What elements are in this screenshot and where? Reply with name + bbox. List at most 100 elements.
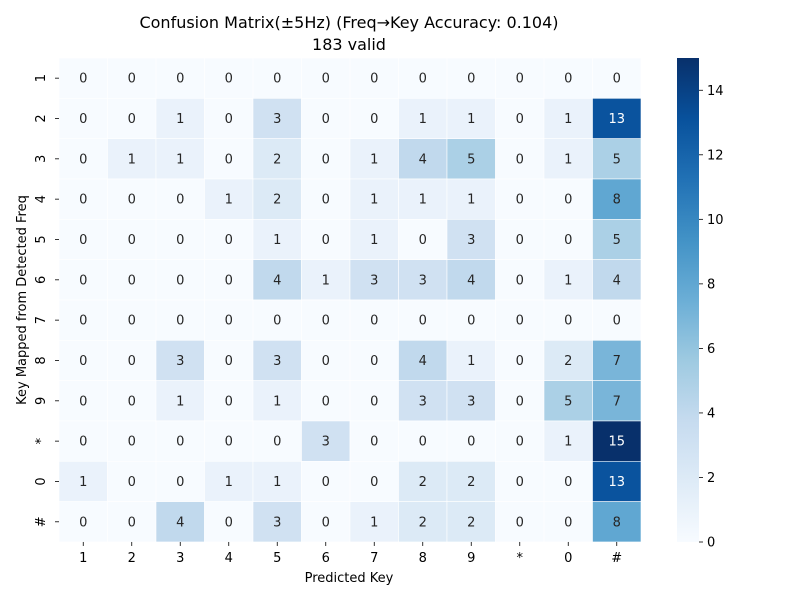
cell-value-label: 2 (419, 475, 427, 490)
heatmap-cell (543, 501, 593, 543)
cell-value-label: 0 (370, 475, 378, 490)
cell-value-label: 0 (516, 72, 524, 87)
heatmap-cell (58, 57, 108, 99)
cell-value-label: 1 (273, 394, 281, 409)
x-tick-label: 7 (370, 551, 378, 566)
cell-value-label: 0 (225, 314, 233, 329)
cell-value-label: 0 (564, 515, 572, 530)
x-tick-label: 4 (225, 551, 233, 566)
heatmap-cell (543, 299, 593, 341)
heatmap-cell (592, 259, 642, 301)
cell-value-label: 13 (608, 112, 625, 127)
chart-subtitle: 183 valid (312, 35, 386, 54)
cell-value-label: 1 (128, 152, 136, 167)
cell-value-label: 13 (608, 475, 625, 490)
cell-value-label: 0 (225, 394, 233, 409)
cell-value-label: 0 (225, 435, 233, 450)
cell-value-label: 0 (128, 233, 136, 248)
cell-value-label: 0 (128, 475, 136, 490)
cell-value-label: 1 (370, 193, 378, 208)
cell-value-label: 0 (564, 72, 572, 87)
cell-value-label: 1 (467, 112, 475, 127)
heatmap-cell (398, 259, 448, 301)
heatmap-cell (107, 219, 157, 260)
cell-value-label: 0 (370, 394, 378, 409)
heatmap-cell (155, 460, 205, 502)
y-tick-label: 6 (34, 276, 49, 284)
cell-value-label: 0 (564, 314, 572, 329)
cell-value-label: 0 (128, 354, 136, 369)
cell-value-label: 1 (419, 193, 427, 208)
cell-value-label: 0 (564, 233, 572, 248)
cell-value-label: 3 (370, 273, 378, 288)
heatmap-cell (155, 178, 205, 220)
colorbar-tick-label: 6 (707, 342, 715, 357)
heatmap-cell (349, 501, 399, 543)
cell-value-label: 3 (322, 435, 330, 450)
heatmap-cell (58, 460, 108, 502)
cell-value-label: 0 (79, 233, 87, 248)
heatmap-cell (204, 178, 254, 220)
cell-value-label: 2 (273, 193, 281, 208)
heatmap-cell (543, 380, 593, 422)
heatmap-cell (155, 501, 205, 543)
cell-value-label: 7 (613, 354, 621, 369)
cell-value-label: 0 (467, 72, 475, 87)
cell-value-label: 3 (176, 354, 184, 369)
heatmap-cell (446, 299, 496, 341)
heatmap-cell (204, 138, 254, 180)
heatmap-cell (58, 380, 108, 422)
cell-value-label: 0 (516, 193, 524, 208)
cell-value-label: 0 (79, 193, 87, 208)
cell-value-label: 0 (225, 515, 233, 530)
cell-value-label: 0 (79, 112, 87, 127)
heatmap-cell (301, 57, 351, 99)
colorbar-ticks: 0 2 4 6 8 10 12 14 (699, 84, 724, 551)
y-axis-ticks: 1 2 3 4 5 6 7 8 9 * 0 # (34, 74, 59, 527)
heatmap-cells: 0 0 0 0 0 0 0 0 0 0 0 00 0 1 0 3 0 0 1 1 0 1 130 1 1 0 2 0 1 4 5 0 1 50 0 0… (58, 57, 642, 543)
cell-value-label: 0 (225, 233, 233, 248)
heatmap-cell (301, 98, 351, 139)
y-axis-label: Key Mapped from Detected Freq (15, 195, 30, 405)
heatmap-cell (107, 299, 157, 341)
cell-value-label: 1 (176, 112, 184, 127)
cell-value-label: 0 (79, 72, 87, 87)
cell-value-label: 0 (128, 193, 136, 208)
heatmap-cell (107, 501, 157, 543)
cell-value-label: 0 (225, 72, 233, 87)
cell-value-label: 0 (370, 112, 378, 127)
heatmap-cell (204, 420, 254, 462)
cell-value-label: 0 (273, 314, 281, 329)
cell-value-label: 4 (176, 515, 184, 530)
heatmap-cell (252, 340, 302, 381)
x-tick-label: 9 (467, 551, 475, 566)
cell-value-label: 1 (564, 112, 572, 127)
cell-value-label: 1 (273, 475, 281, 490)
heatmap-cell (107, 380, 157, 422)
heatmap-cell (155, 219, 205, 260)
heatmap-cell (155, 138, 205, 180)
cell-value-label: 1 (564, 152, 572, 167)
heatmap-cell (349, 340, 399, 381)
heatmap-cell (592, 299, 642, 341)
x-tick-label: 0 (564, 551, 572, 566)
cell-value-label: 0 (322, 193, 330, 208)
heatmap-cell (252, 420, 302, 462)
heatmap-cell (252, 219, 302, 260)
x-tick-label: 8 (419, 551, 427, 566)
heatmap-cell (543, 460, 593, 502)
heatmap-cell (543, 219, 593, 260)
cell-value-label: 0 (79, 515, 87, 530)
heatmap-cell (58, 259, 108, 301)
cell-value-label: 0 (516, 233, 524, 248)
y-tick-label: 8 (34, 356, 49, 364)
cell-value-label: 0 (516, 475, 524, 490)
cell-value-label: 0 (322, 233, 330, 248)
heatmap-cell (349, 138, 399, 180)
cell-value-label: 1 (225, 193, 233, 208)
cell-value-label: 0 (273, 72, 281, 87)
heatmap-cell (155, 420, 205, 462)
cell-value-label: 0 (370, 72, 378, 87)
cell-value-label: 0 (79, 273, 87, 288)
